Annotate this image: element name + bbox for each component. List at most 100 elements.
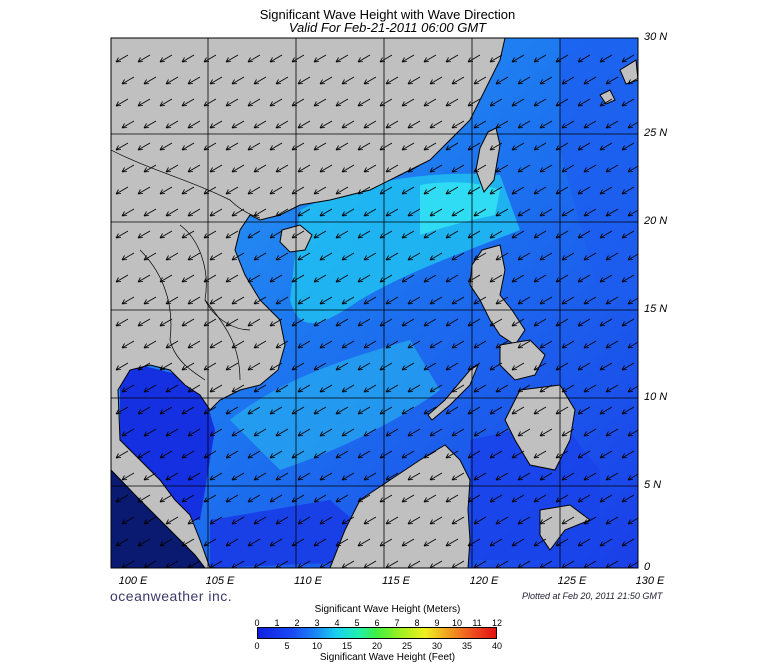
wave-arrow bbox=[401, 54, 415, 63]
wave-arrow bbox=[599, 318, 613, 327]
wave-arrow bbox=[253, 120, 267, 129]
wave-arrow bbox=[599, 450, 613, 459]
wave-arrow bbox=[121, 296, 135, 305]
colorbar-meters-tick: 10 bbox=[451, 618, 463, 628]
wave-arrow bbox=[401, 362, 415, 371]
wave-arrow bbox=[429, 252, 443, 261]
wave-arrow bbox=[577, 274, 591, 283]
wave-arrow bbox=[231, 340, 245, 349]
wave-arrow bbox=[583, 340, 597, 349]
colorbar-feet-tick: 10 bbox=[311, 641, 323, 651]
wave-arrow bbox=[511, 450, 525, 459]
wave-arrow bbox=[539, 208, 553, 217]
wave-arrow bbox=[599, 406, 613, 415]
wave-arrow bbox=[225, 318, 239, 327]
wave-arrow bbox=[605, 164, 619, 173]
wave-arrow bbox=[401, 186, 415, 195]
wave-arrow bbox=[341, 296, 355, 305]
colorbar-meters-tick: 6 bbox=[374, 618, 380, 628]
wave-arrow bbox=[313, 406, 327, 415]
wave-arrow bbox=[335, 406, 349, 415]
wave-arrow bbox=[561, 252, 575, 261]
wave-arrow bbox=[363, 516, 377, 525]
wave-arrow bbox=[143, 208, 157, 217]
wave-arrow bbox=[385, 252, 399, 261]
wave-arrow bbox=[517, 120, 531, 129]
wave-arrow bbox=[385, 76, 399, 85]
wave-arrow bbox=[605, 516, 619, 525]
wave-arrow bbox=[599, 186, 613, 195]
wave-arrow bbox=[335, 538, 349, 547]
wave-arrow bbox=[225, 186, 239, 195]
wave-arrow bbox=[187, 120, 201, 129]
wave-arrow bbox=[209, 384, 223, 393]
wave-arrow bbox=[605, 76, 619, 85]
wave-arrow bbox=[275, 208, 289, 217]
wave-arrow bbox=[297, 120, 311, 129]
wave-arrow bbox=[247, 54, 261, 63]
wave-arrow bbox=[187, 340, 201, 349]
wave-arrow bbox=[231, 208, 245, 217]
wave-arrow bbox=[143, 164, 157, 173]
wave-arrow bbox=[115, 406, 129, 415]
wave-arrow bbox=[275, 340, 289, 349]
wave-arrow bbox=[115, 142, 129, 151]
wave-arrow bbox=[187, 384, 201, 393]
wave-arrow bbox=[445, 98, 459, 107]
wave-arrow bbox=[231, 472, 245, 481]
wave-arrow bbox=[489, 98, 503, 107]
wave-arrow bbox=[407, 472, 421, 481]
wave-arrow bbox=[247, 142, 261, 151]
wave-arrow bbox=[605, 120, 619, 129]
wave-arrow bbox=[187, 472, 201, 481]
wave-arrow bbox=[165, 516, 179, 525]
wave-arrow bbox=[423, 230, 437, 239]
wave-arrow bbox=[143, 296, 157, 305]
colorbar-gradient bbox=[257, 627, 497, 639]
wave-arrow bbox=[577, 494, 591, 503]
wave-arrow bbox=[225, 362, 239, 371]
sulawesi-island bbox=[539, 504, 592, 551]
wave-arrow bbox=[253, 252, 267, 261]
wave-arrow bbox=[137, 54, 151, 63]
wave-arrow bbox=[181, 406, 195, 415]
lat-label-10n: 10 N bbox=[644, 391, 668, 403]
wave-arrow bbox=[561, 76, 575, 85]
wave-arrow bbox=[363, 428, 377, 437]
wave-arrow bbox=[159, 450, 173, 459]
wave-arrow bbox=[577, 318, 591, 327]
wave-arrow bbox=[159, 362, 173, 371]
wave-arrow bbox=[269, 494, 283, 503]
wave-arrow bbox=[269, 230, 283, 239]
wave-arrow bbox=[313, 142, 327, 151]
wave-arrow bbox=[115, 538, 129, 547]
wave-arrow bbox=[159, 538, 173, 547]
wave-arrow bbox=[335, 54, 349, 63]
wave-arrow bbox=[115, 98, 129, 107]
wave-arrow bbox=[115, 450, 129, 459]
wave-arrow bbox=[599, 54, 613, 63]
wave-arrow bbox=[605, 428, 619, 437]
wave-arrow bbox=[423, 142, 437, 151]
wave-arrow bbox=[121, 120, 135, 129]
visayas-islands bbox=[499, 339, 546, 381]
wave-arrow bbox=[143, 428, 157, 437]
colorbar-feet-tick: 0 bbox=[254, 641, 260, 651]
wave-arrow bbox=[159, 230, 173, 239]
wave-arrow bbox=[121, 472, 135, 481]
ryukyu-islands bbox=[599, 89, 616, 105]
colorbar-meters-tick: 3 bbox=[314, 618, 320, 628]
wave-arrow bbox=[539, 516, 553, 525]
wave-arrow bbox=[451, 296, 465, 305]
wave-arrow bbox=[247, 186, 261, 195]
wave-arrow bbox=[451, 472, 465, 481]
wave-arrow bbox=[209, 164, 223, 173]
wave-arrow bbox=[445, 142, 459, 151]
wave-arrow bbox=[627, 517, 638, 525]
lon-label-125e: 125 E bbox=[557, 575, 587, 587]
wave-arrow bbox=[495, 428, 509, 437]
wave-arrow bbox=[297, 428, 311, 437]
wave-arrow bbox=[115, 274, 129, 283]
wave-arrow bbox=[225, 54, 239, 63]
wave-arrow bbox=[363, 296, 377, 305]
